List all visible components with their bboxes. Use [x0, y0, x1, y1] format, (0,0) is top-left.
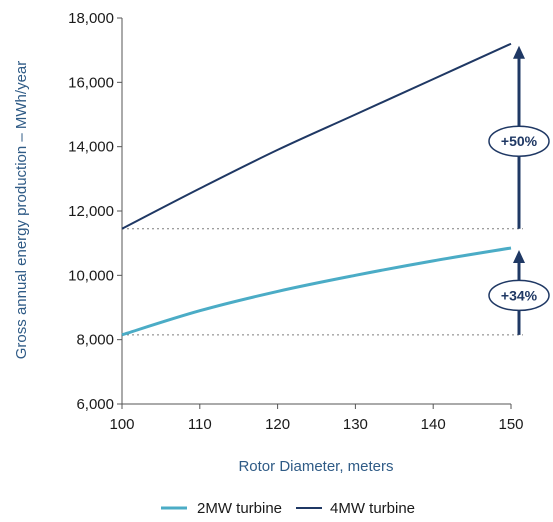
y-tick-label: 16,000 — [68, 74, 114, 91]
legend-label-2mw: 2MW turbine — [197, 500, 282, 517]
y-tick-label: 18,000 — [68, 10, 114, 27]
x-tick-label: 140 — [421, 416, 446, 433]
legend: 2MW turbine 4MW turbine — [161, 500, 415, 517]
arrow-head-1 — [513, 249, 525, 263]
badge-outline-1 — [488, 279, 550, 312]
x-axis-ticks: 100 110 120 130 140 150 — [109, 404, 524, 433]
series-lines — [121, 42, 512, 337]
x-axis-title: Rotor Diameter, meters — [238, 458, 393, 475]
x-tick-label: 150 — [498, 416, 523, 433]
axes — [121, 18, 511, 405]
x-tick-label: 120 — [265, 416, 290, 433]
y-axis-title: Gross annual energy production – MWh/yea… — [13, 61, 30, 359]
reference-lines — [122, 228, 523, 336]
y-axis-ticks: 6,000 8,000 10,000 12,000 14,000 16,000 18,000 — [68, 10, 122, 413]
y-tick-label: 12,000 — [68, 203, 114, 220]
badge-outline-0 — [488, 125, 550, 157]
y-tick-label: 8,000 — [76, 332, 114, 349]
arrow-head-0 — [513, 45, 525, 59]
series-line-4mw — [121, 42, 512, 230]
y-tick-label: 14,000 — [68, 139, 114, 156]
legend-label-4mw: 4MW turbine — [330, 500, 415, 517]
series-line-2mw — [121, 246, 512, 337]
annotations: +50% +34% — [488, 45, 550, 335]
badge-label-1: +34% — [501, 287, 538, 303]
y-tick-label: 10,000 — [68, 267, 114, 284]
y-tick-label: 6,000 — [76, 396, 114, 413]
x-tick-label: 130 — [343, 416, 368, 433]
x-tick-label: 100 — [109, 416, 134, 433]
x-tick-label: 110 — [188, 416, 212, 433]
badge-label-0: +50% — [501, 133, 538, 149]
